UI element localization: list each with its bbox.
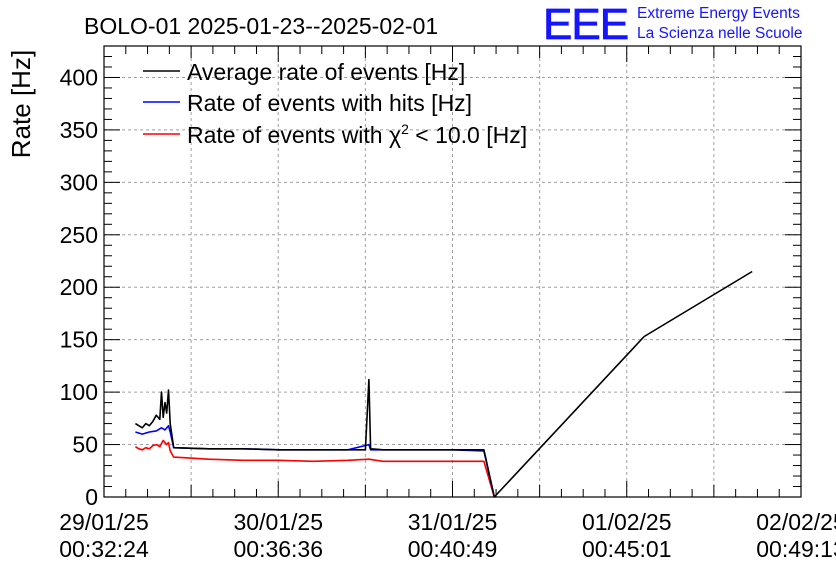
legend-label-average: Average rate of events [Hz]	[187, 59, 465, 85]
legend-chi2-suffix: < 10.0 [Hz]	[409, 122, 527, 148]
y-axis-label: Rate [Hz]	[6, 50, 36, 158]
series-lines	[134, 270, 753, 498]
chart-title: BOLO-01 2025-01-23--2025-02-01	[84, 13, 438, 39]
y-tick-labels: 0 50 100 150 200 250 300 350 400	[60, 64, 98, 510]
y-tick-label: 250	[60, 222, 98, 248]
eee-logo: EEE Extreme Energy Events La Scienza nel…	[543, 0, 803, 49]
x-tick-time: 00:45:01	[582, 536, 672, 562]
eee-logo-line1: Extreme Energy Events	[637, 5, 800, 22]
x-tick-date: 30/01/25	[233, 509, 323, 535]
x-tick-time: 00:32:24	[59, 536, 149, 562]
axis-ticks	[103, 45, 802, 498]
legend-label-chi2: Rate of events with χ2 < 10.0 [Hz]	[187, 121, 527, 148]
y-tick-label: 0	[85, 484, 98, 510]
y-tick-label: 50	[72, 432, 98, 458]
y-tick-label: 300	[60, 169, 98, 195]
eee-logo-line2: La Scienza nelle Scuole	[637, 25, 802, 42]
y-tick-label: 100	[60, 379, 98, 405]
x-tick-time: 00:36:36	[233, 536, 323, 562]
eee-logo-mark: EEE	[543, 0, 628, 49]
grid	[104, 46, 801, 497]
legend-label-hits: Rate of events with hits [Hz]	[187, 90, 472, 116]
x-tick-date: 31/01/25	[408, 509, 498, 535]
y-tick-label: 350	[60, 117, 98, 143]
x-tick-date: 29/01/25	[59, 509, 149, 535]
legend-chi2-superscript: 2	[401, 121, 409, 137]
x-tick-date: 01/02/25	[582, 509, 672, 535]
x-tick-time: 00:40:49	[408, 536, 498, 562]
series-line-2	[134, 439, 496, 498]
x-tick-time: 00:49:13	[756, 536, 836, 562]
y-tick-label: 400	[60, 64, 98, 90]
y-tick-label: 200	[60, 274, 98, 300]
series-line-0	[134, 270, 753, 498]
x-tick-date: 02/02/25	[756, 509, 836, 535]
y-tick-label: 150	[60, 327, 98, 353]
legend-chi2-symbol: χ	[389, 122, 401, 148]
legend-chi2-prefix: Rate of events with	[187, 122, 389, 148]
legend: Average rate of events [Hz] Rate of even…	[143, 59, 527, 148]
